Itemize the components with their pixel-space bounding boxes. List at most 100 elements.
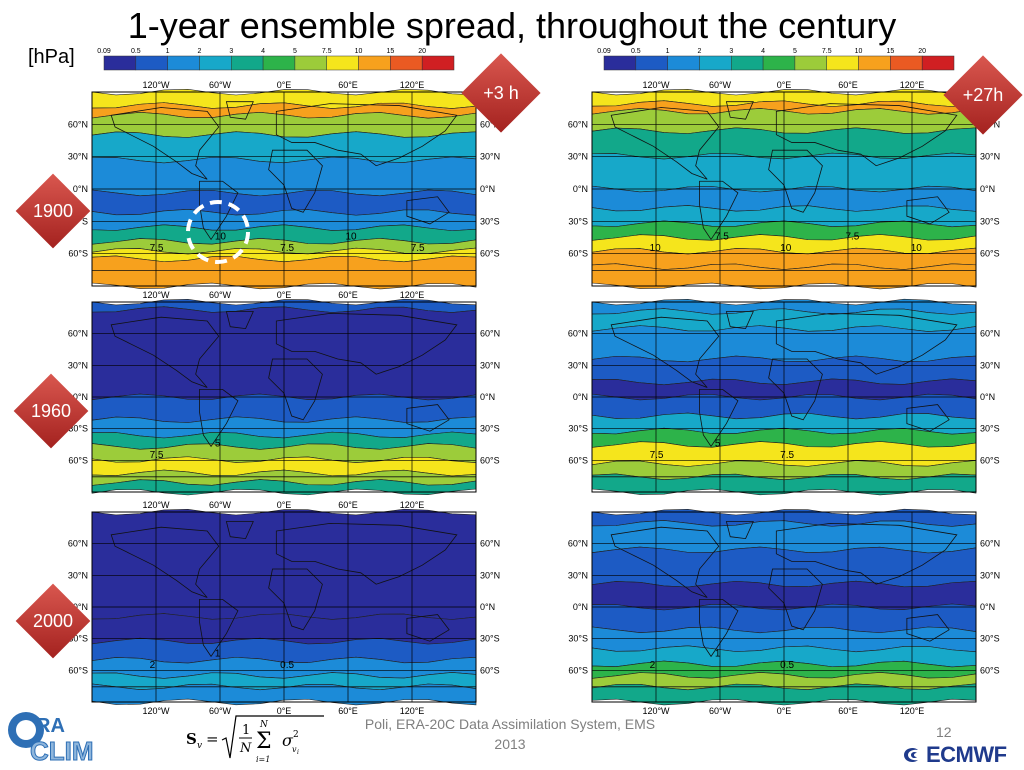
latitude-label: 0°N [480,392,495,402]
coastline [725,311,754,330]
latitude-label: 60°N [568,539,588,549]
svg-text:RA: RA [36,715,65,737]
coastline [199,389,239,448]
latitude-label: 30°N [980,152,1000,162]
longitude-label: 120°E [400,290,425,300]
contour-label: 10 [345,231,357,242]
latitude-label: 60°S [568,665,588,675]
longitude-label: 120°W [142,290,170,300]
coastline [225,311,254,330]
coastline [775,312,958,375]
longitude-label: 60°W [209,290,232,300]
colorbar-tick: 7.5 [822,48,832,55]
map-frame [591,91,977,287]
coastline [906,196,950,225]
coastline [225,521,254,540]
colorbar-segment [890,55,923,71]
lead-label-3h: +3 h [461,53,541,133]
year-label-1900: 1900 [15,173,91,249]
latitude-label: 30°S [568,216,588,226]
colorbar-tick: 1 [666,48,670,55]
colorbar-tick: 20 [418,48,426,55]
coastline [268,358,323,421]
latitude-label: 30°N [480,570,500,580]
colorbar-segment [167,55,200,71]
colorbar-segment [135,55,168,71]
latitude-label: 60°N [480,119,500,129]
coastline [275,312,458,375]
colorbar-segment [794,55,827,71]
longitude-label: 0°E [277,80,292,90]
colorbar-tick: 10 [355,48,363,55]
map-panel-1960-27h: 60°N 60°N 30°N 30°N 0°N 0°N 30°S 30°S 60°S 60°S 7.… [568,298,1000,496]
colorbar-tick: 20 [918,48,926,55]
longitude-label: 60°W [209,500,232,510]
colorbar-segment [731,55,764,71]
latitude-label: 60°S [68,249,88,259]
coastline [906,404,950,432]
colorbar-tick: 0.09 [597,48,611,55]
coastline [775,522,958,585]
latitude-label: 60°S [68,455,88,465]
latitude-label: 30°S [568,424,588,434]
colorbar-segment [358,55,391,71]
coastline [268,568,323,631]
contour-label: 7.5 [411,243,425,254]
colorbar-tick: 1 [166,48,170,55]
coastline [110,526,220,598]
contour-label: 2 [650,660,656,671]
latitude-label: 60°S [68,665,88,675]
latitude-label: 60°N [568,329,588,339]
slide-title: 1-year ensemble spread, throughout the c… [127,5,897,46]
latitude-label: 30°N [980,570,1000,580]
colorbar-segment [390,55,423,71]
latitude-label: 0°N [73,602,88,612]
colorbar-right: 0.09 0.5 1 2 3 4 5 7.5 10 15 20 [597,48,955,71]
latitude-label: 60°S [480,665,500,675]
latitude-label: 30°S [480,424,500,434]
latitude-label: 60°S [568,455,588,465]
latitude-label: 60°N [480,539,500,549]
longitude-label: 120°E [900,706,925,716]
latitude-label: 60°S [980,249,1000,259]
latitude-label: 0°N [573,184,588,194]
contour-label: 2 [150,660,156,671]
latitude-label: 0°N [480,184,495,194]
longitude-label: 60°E [338,500,358,510]
longitude-label: 0°E [277,500,292,510]
contour-label: 10 [911,243,923,254]
page-number: 12 [936,724,952,740]
colorbar-tick: 4 [261,48,265,55]
coastline [775,103,958,167]
longitude-label: 0°E [777,706,792,716]
lead-label-27h: +27h [943,55,1023,135]
longitude-label: 60°E [838,80,858,90]
contour-label: 10 [780,243,792,254]
contour-label: 7.5 [150,450,164,461]
svg-text:=: = [206,730,219,748]
map-frame [91,511,477,703]
longitude-label: 0°E [277,706,292,716]
year-label-1960: 1960 [13,373,89,449]
latitude-label: 60°N [68,329,88,339]
svg-text:v: v [197,741,202,751]
latitude-label: 60°N [480,329,500,339]
latitude-label: 60°S [480,249,500,259]
coastline [406,404,450,432]
spread-formula: S v = 1 N N Σ i=1 σ 2 v i [186,715,324,764]
coastline [768,149,823,213]
coastline [768,568,823,631]
latitude-label: 60°N [980,329,1000,339]
colorbar-tick: 3 [729,48,733,55]
map-frame [91,301,477,493]
coastline [275,103,458,167]
longitude-label: 120°E [400,500,425,510]
longitude-label: 120°W [142,80,170,90]
map-frame [591,511,977,703]
svg-text:2: 2 [293,730,299,740]
longitude-label: 60°E [338,80,358,90]
svg-text:N: N [259,720,269,730]
coastline [199,599,239,658]
svg-text:i: i [297,749,299,756]
coastline [768,358,823,421]
